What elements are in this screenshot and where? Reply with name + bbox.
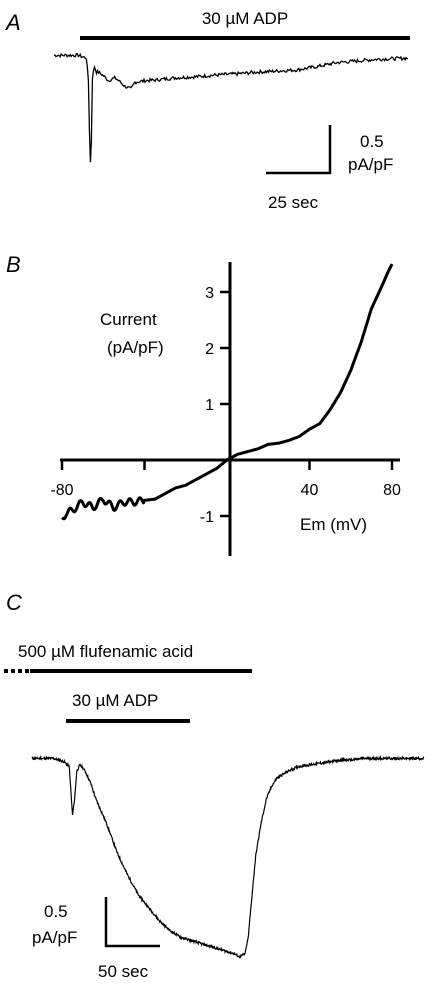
panel-b-y-tick-label: -1 xyxy=(200,509,214,526)
panel-b-y-tick-label: 1 xyxy=(205,397,214,414)
panel-b-iv-curve xyxy=(61,263,394,521)
panel-a-adp-label: 30 µM ADP xyxy=(202,9,288,28)
panel-b-y-tick-label: 3 xyxy=(205,285,214,302)
panel-b-label: B xyxy=(6,252,21,277)
panel-b-y-axis-title-line1: Current xyxy=(100,310,157,329)
panel-c-trace xyxy=(31,754,425,959)
panel-b-y-axis-title-line2: (pA/pF) xyxy=(107,338,164,357)
panel-c-scale-x-label: 50 sec xyxy=(98,962,149,981)
panel-b-y-tick-label: 2 xyxy=(205,341,214,358)
panel-c-flufenamic-label: 500 µM flufenamic acid xyxy=(18,642,193,661)
panel-a-scale-x-label: 25 sec xyxy=(268,193,319,212)
panel-b-x-tick-label: 40 xyxy=(301,482,319,499)
panel-a-label: A xyxy=(4,10,21,35)
panel-b-x-tick-label: 80 xyxy=(383,482,401,499)
panel-b-x-axis-title: Em (mV) xyxy=(300,515,367,534)
panel-b-x-tick-label: -80 xyxy=(50,482,73,499)
panel-a-scale-y-value: 0.5 xyxy=(360,132,384,151)
panel-c-scale-y-value: 0.5 xyxy=(44,902,68,921)
panel-a-scale-y-unit: pA/pF xyxy=(348,155,393,174)
panel-c-label: C xyxy=(6,590,22,615)
panel-a-trace xyxy=(53,52,409,163)
panel-b-ticks: -80 40 80 3 2 1 -1 xyxy=(50,285,401,526)
panel-c-adp-label: 30 µM ADP xyxy=(72,691,158,710)
panel-c-scale-y-unit: pA/pF xyxy=(32,928,77,947)
